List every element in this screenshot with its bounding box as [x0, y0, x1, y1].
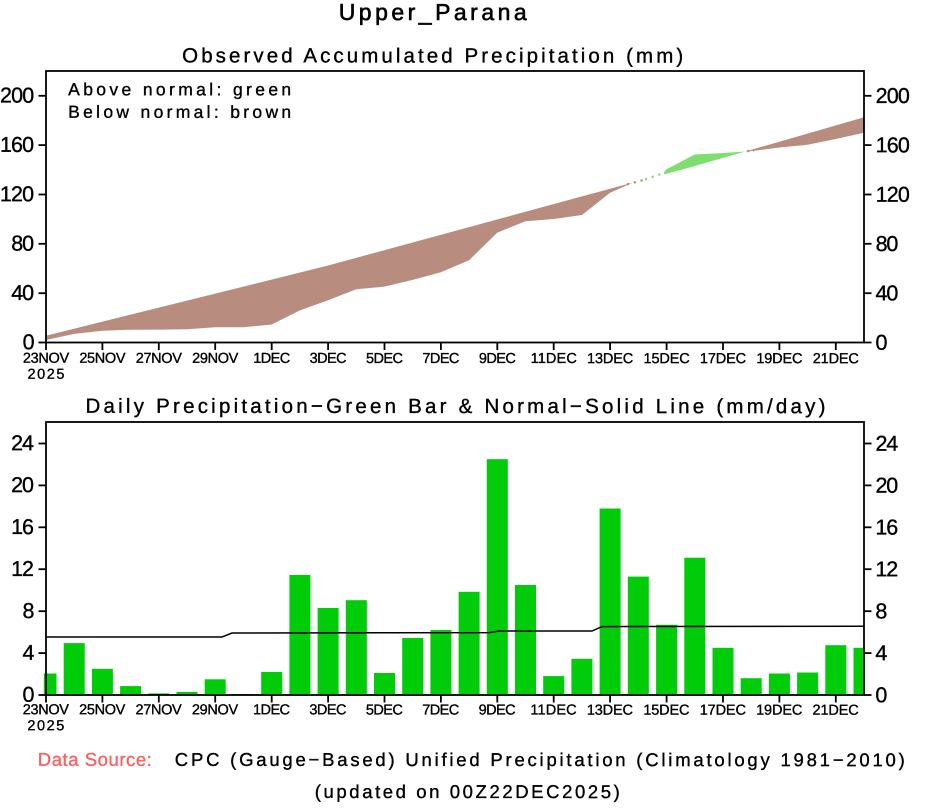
svg-text:CPC (Gauge−Based) Unified Prec: CPC (Gauge−Based) Unified Precipitation … [175, 749, 905, 770]
svg-text:Observed Accumulated Precipita: Observed Accumulated Precipitation (mm) [182, 44, 683, 67]
svg-text:200: 200 [0, 84, 34, 108]
svg-text:20: 20 [875, 474, 898, 498]
svg-text:40: 40 [876, 281, 899, 305]
svg-text:27NOV: 27NOV [136, 702, 183, 718]
svg-text:27NOV: 27NOV [136, 351, 183, 367]
svg-text:4: 4 [22, 641, 34, 665]
svg-text:23NOV: 23NOV [23, 702, 70, 718]
svg-text:24: 24 [11, 431, 34, 455]
svg-text:40: 40 [11, 281, 34, 305]
svg-text:160: 160 [876, 133, 910, 157]
svg-text:21DEC: 21DEC [813, 703, 859, 719]
svg-text:7DEC: 7DEC [422, 702, 459, 718]
svg-text:24: 24 [875, 432, 898, 456]
svg-text:20: 20 [11, 473, 34, 497]
svg-text:120: 120 [0, 182, 34, 206]
svg-text:13DEC: 13DEC [587, 703, 633, 719]
svg-text:200: 200 [876, 84, 910, 108]
svg-text:80: 80 [11, 232, 34, 256]
svg-text:8: 8 [875, 599, 887, 623]
svg-text:5DEC: 5DEC [366, 351, 403, 367]
svg-text:80: 80 [876, 232, 899, 256]
svg-text:15DEC: 15DEC [643, 703, 689, 719]
svg-text:3DEC: 3DEC [310, 351, 347, 367]
svg-text:0: 0 [23, 330, 35, 354]
svg-text:Above normal: green: Above normal: green [68, 79, 291, 99]
svg-text:29NOV: 29NOV [192, 702, 239, 718]
svg-text:0: 0 [875, 683, 887, 707]
svg-text:2025: 2025 [28, 367, 65, 383]
svg-text:160: 160 [0, 133, 34, 157]
svg-text:21DEC: 21DEC [813, 351, 859, 367]
svg-text:25NOV: 25NOV [79, 351, 126, 367]
svg-text:23NOV: 23NOV [23, 351, 70, 367]
svg-text:19DEC: 19DEC [756, 351, 802, 367]
svg-text:17DEC: 17DEC [700, 703, 746, 719]
svg-text:0: 0 [876, 331, 888, 355]
svg-text:12: 12 [875, 557, 898, 581]
svg-text:11DEC: 11DEC [530, 703, 576, 719]
svg-text:3DEC: 3DEC [309, 702, 346, 718]
svg-text:Below normal: brown: Below normal: brown [68, 102, 291, 122]
svg-text:9DEC: 9DEC [479, 703, 516, 719]
svg-text:2025: 2025 [27, 718, 64, 734]
svg-text:13DEC: 13DEC [587, 351, 633, 367]
svg-text:5DEC: 5DEC [366, 702, 403, 718]
svg-text:1DEC: 1DEC [253, 702, 290, 718]
svg-text:9DEC: 9DEC [479, 351, 516, 367]
svg-text:8: 8 [22, 599, 34, 623]
svg-text:11DEC: 11DEC [531, 351, 577, 367]
svg-text:12: 12 [11, 557, 34, 581]
svg-text:25NOV: 25NOV [79, 702, 126, 718]
svg-text:Data Source:: Data Source: [38, 749, 152, 770]
svg-text:16: 16 [11, 515, 34, 539]
svg-text:7DEC: 7DEC [422, 351, 459, 367]
svg-text:1DEC: 1DEC [253, 351, 290, 367]
svg-text:0: 0 [22, 683, 34, 707]
svg-text:19DEC: 19DEC [756, 703, 802, 719]
svg-text:120: 120 [876, 183, 910, 207]
svg-text:15DEC: 15DEC [644, 351, 690, 367]
svg-text:4: 4 [875, 641, 887, 665]
svg-text:17DEC: 17DEC [700, 351, 746, 367]
svg-text:16: 16 [875, 516, 898, 540]
svg-text:29NOV: 29NOV [192, 351, 239, 367]
